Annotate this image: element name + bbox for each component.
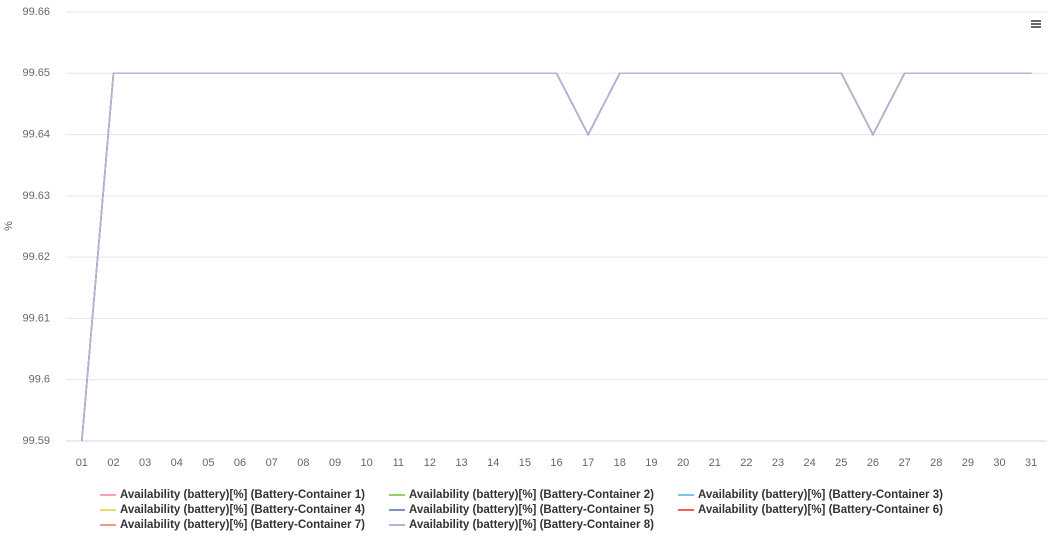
y-axis-label: % [3, 221, 15, 231]
x-tick-label: 10 [361, 457, 373, 469]
x-tick-label: 15 [519, 457, 531, 469]
x-tick-label: 28 [930, 457, 942, 469]
x-tick-label: 26 [867, 457, 879, 469]
legend-label[interactable]: Availability (battery)[%] (Battery-Conta… [120, 489, 365, 501]
x-tick-label: 08 [297, 457, 309, 469]
x-tick-label: 07 [266, 457, 278, 469]
x-tick-label: 23 [772, 457, 784, 469]
x-tick-label: 31 [1025, 457, 1037, 469]
legend-label[interactable]: Availability (battery)[%] (Battery-Conta… [409, 519, 654, 531]
x-tick-label: 21 [709, 457, 721, 469]
y-tick-label: 99.59 [22, 435, 50, 447]
y-tick-label: 99.65 [22, 67, 50, 79]
x-tick-label: 01 [76, 457, 88, 469]
y-tick-label: 99.63 [22, 190, 50, 202]
legend-label[interactable]: Availability (battery)[%] (Battery-Conta… [120, 519, 365, 531]
x-tick-label: 27 [898, 457, 910, 469]
x-tick-label: 25 [835, 457, 847, 469]
x-tick-label: 14 [487, 457, 499, 469]
x-tick-label: 13 [455, 457, 467, 469]
x-tick-label: 09 [329, 457, 341, 469]
x-tick-label: 17 [582, 457, 594, 469]
x-tick-label: 11 [393, 457, 404, 469]
x-tick-label: 05 [202, 457, 214, 469]
legend-label[interactable]: Availability (battery)[%] (Battery-Conta… [120, 504, 365, 516]
x-tick-label: 18 [614, 457, 626, 469]
y-tick-label: 99.62 [22, 251, 50, 263]
y-tick-label: 99.6 [29, 374, 50, 386]
x-tick-label: 04 [171, 457, 183, 469]
legend-label[interactable]: Availability (battery)[%] (Battery-Conta… [698, 489, 943, 501]
x-tick-label: 02 [107, 457, 119, 469]
x-tick-label: 20 [677, 457, 689, 469]
x-tick-label: 16 [550, 457, 562, 469]
legend-label[interactable]: Availability (battery)[%] (Battery-Conta… [409, 489, 654, 501]
y-tick-label: 99.61 [22, 312, 50, 324]
x-tick-label: 19 [645, 457, 657, 469]
x-tick-label: 06 [234, 457, 246, 469]
legend-label[interactable]: Availability (battery)[%] (Battery-Conta… [698, 504, 943, 516]
x-tick-label: 03 [139, 457, 151, 469]
legend-label[interactable]: Availability (battery)[%] (Battery-Conta… [409, 504, 654, 516]
y-tick-label: 99.66 [22, 6, 50, 18]
x-tick-label: 22 [740, 457, 752, 469]
y-tick-label: 99.64 [22, 128, 50, 140]
series-line [81, 72, 1032, 442]
x-tick-label: 12 [424, 457, 436, 469]
menu-icon[interactable] [1031, 20, 1041, 28]
x-tick-label: 24 [804, 457, 816, 469]
x-tick-label: 30 [993, 457, 1005, 469]
x-tick-label: 29 [962, 457, 974, 469]
